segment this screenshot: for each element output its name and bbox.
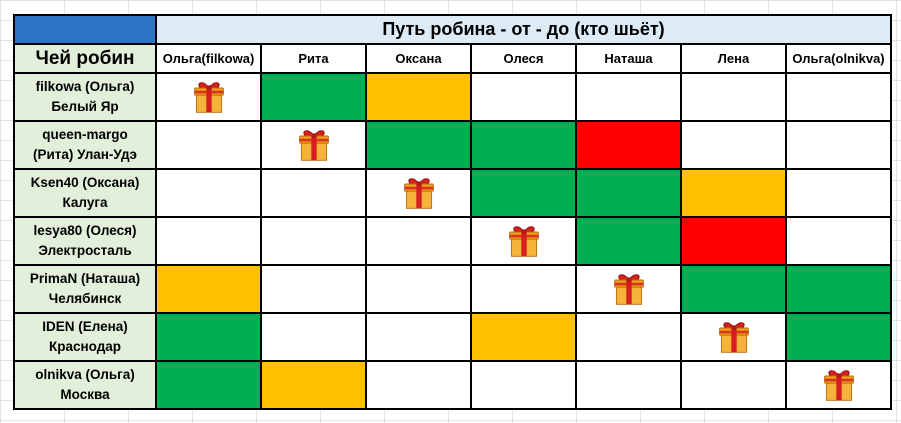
grid-cell[interactable]: [365, 168, 472, 218]
row-name-line1: PrimaN (Наташа): [29, 271, 141, 286]
grid-cell[interactable]: [470, 312, 577, 362]
grid-cell[interactable]: [785, 312, 892, 362]
grid-cell[interactable]: [680, 360, 787, 410]
corner-cell[interactable]: [13, 14, 157, 45]
grid-cell[interactable]: [785, 216, 892, 266]
grid-cell[interactable]: [470, 264, 577, 314]
grid-cell[interactable]: [155, 264, 262, 314]
grid-cell[interactable]: [785, 264, 892, 314]
column-header[interactable]: Наташа: [575, 43, 682, 74]
grid-cell[interactable]: [260, 72, 367, 122]
grid-cell[interactable]: [680, 312, 787, 362]
column-header[interactable]: Ольга(filkowa): [155, 43, 262, 74]
grid-cell[interactable]: [575, 120, 682, 170]
table-row: olnikva (Ольга) Москва: [13, 360, 892, 410]
grid-cell[interactable]: [260, 360, 367, 410]
row-name-line2: Электросталь: [38, 243, 132, 258]
column-header[interactable]: Лена: [680, 43, 787, 74]
grid-cell[interactable]: [155, 360, 262, 410]
row-name-cell[interactable]: olnikva (Ольга) Москва: [13, 360, 157, 410]
grid-cell[interactable]: [575, 216, 682, 266]
grid-cell[interactable]: [155, 312, 262, 362]
row-name-line2: Калуга: [62, 195, 108, 210]
grid-cell[interactable]: [575, 168, 682, 218]
row-name-line2: Краснодар: [48, 339, 122, 354]
grid-cell[interactable]: [575, 264, 682, 314]
grid-cell[interactable]: [680, 216, 787, 266]
row-name-cell[interactable]: filkowa (Ольга) Белый Яр: [13, 72, 157, 122]
grid-cell[interactable]: [260, 264, 367, 314]
grid-cell[interactable]: [680, 72, 787, 122]
grid-cell[interactable]: [575, 72, 682, 122]
row-name-cell[interactable]: IDEN (Елена) Краснодар: [13, 312, 157, 362]
row-name-cell[interactable]: queen-margo (Рита) Улан-Удэ: [13, 120, 157, 170]
grid-cell[interactable]: [785, 72, 892, 122]
column-header[interactable]: Рита: [260, 43, 367, 74]
table-row: filkowa (Ольга) Белый Яр: [13, 72, 892, 122]
table-row: queen-margo (Рита) Улан-Удэ: [13, 120, 892, 170]
gift-box-icon: [821, 367, 857, 403]
row-header-title[interactable]: Чей робин: [13, 43, 157, 74]
row-name-cell[interactable]: PrimaN (Наташа) Челябинск: [13, 264, 157, 314]
gift-box-icon: [506, 223, 542, 259]
grid-cell[interactable]: [680, 120, 787, 170]
robin-route-table: Путь робина - от - до (кто шьёт) Чей роб…: [13, 14, 892, 410]
grid-cell[interactable]: [680, 168, 787, 218]
grid-cell[interactable]: [575, 312, 682, 362]
grid-cell[interactable]: [155, 120, 262, 170]
grid-cell[interactable]: [785, 360, 892, 410]
grid-cell[interactable]: [470, 72, 577, 122]
row-name-cell[interactable]: Ksen40 (Оксана) Калуга: [13, 168, 157, 218]
row-name-line2: Москва: [60, 387, 110, 402]
gift-box-icon: [716, 319, 752, 355]
grid-cell[interactable]: [575, 360, 682, 410]
grid-cell[interactable]: [365, 216, 472, 266]
grid-cell[interactable]: [155, 72, 262, 122]
grid-cell[interactable]: [365, 72, 472, 122]
grid-cell[interactable]: [785, 120, 892, 170]
grid-cell[interactable]: [260, 216, 367, 266]
grid-cell[interactable]: [365, 264, 472, 314]
row-name-line2: Белый Яр: [51, 99, 119, 114]
table-row: IDEN (Елена) Краснодар: [13, 312, 892, 362]
grid-cell[interactable]: [470, 168, 577, 218]
grid-cell[interactable]: [155, 216, 262, 266]
table-row: Ksen40 (Оксана) Калуга: [13, 168, 892, 218]
grid-cell[interactable]: [470, 216, 577, 266]
column-header[interactable]: Олеся: [470, 43, 577, 74]
row-name-line2: Челябинск: [48, 291, 122, 306]
grid-cell[interactable]: [260, 312, 367, 362]
gift-box-icon: [191, 79, 227, 115]
table-row: PrimaN (Наташа) Челябинск: [13, 264, 892, 314]
grid-cell[interactable]: [470, 360, 577, 410]
grid-cell[interactable]: [365, 312, 472, 362]
gift-box-icon: [296, 127, 332, 163]
grid-cell[interactable]: [155, 168, 262, 218]
row-name-line1: lesya80 (Олеся): [33, 223, 137, 238]
row-name-line1: olnikva (Ольга): [35, 367, 135, 382]
gift-box-icon: [611, 271, 647, 307]
table-row: lesya80 (Олеся) Электросталь: [13, 216, 892, 266]
column-header[interactable]: Ольга(olnikva): [785, 43, 892, 74]
row-name-line1: IDEN (Елена): [42, 319, 128, 334]
row-name-line2: (Рита) Улан-Удэ: [32, 147, 138, 162]
grid-cell[interactable]: [365, 120, 472, 170]
row-name-line1: Ksen40 (Оксана): [30, 175, 140, 190]
row-name-line1: filkowa (Ольга): [35, 79, 135, 94]
column-header[interactable]: Оксана: [365, 43, 472, 74]
grid-cell[interactable]: [365, 360, 472, 410]
grid-cell[interactable]: [785, 168, 892, 218]
grid-cell[interactable]: [260, 120, 367, 170]
row-name-line1: queen-margo: [42, 127, 128, 142]
grid-cell[interactable]: [470, 120, 577, 170]
grid-cell[interactable]: [680, 264, 787, 314]
gift-box-icon: [401, 175, 437, 211]
table-title[interactable]: Путь робина - от - до (кто шьёт): [155, 14, 892, 45]
grid-cell[interactable]: [260, 168, 367, 218]
row-name-cell[interactable]: lesya80 (Олеся) Электросталь: [13, 216, 157, 266]
